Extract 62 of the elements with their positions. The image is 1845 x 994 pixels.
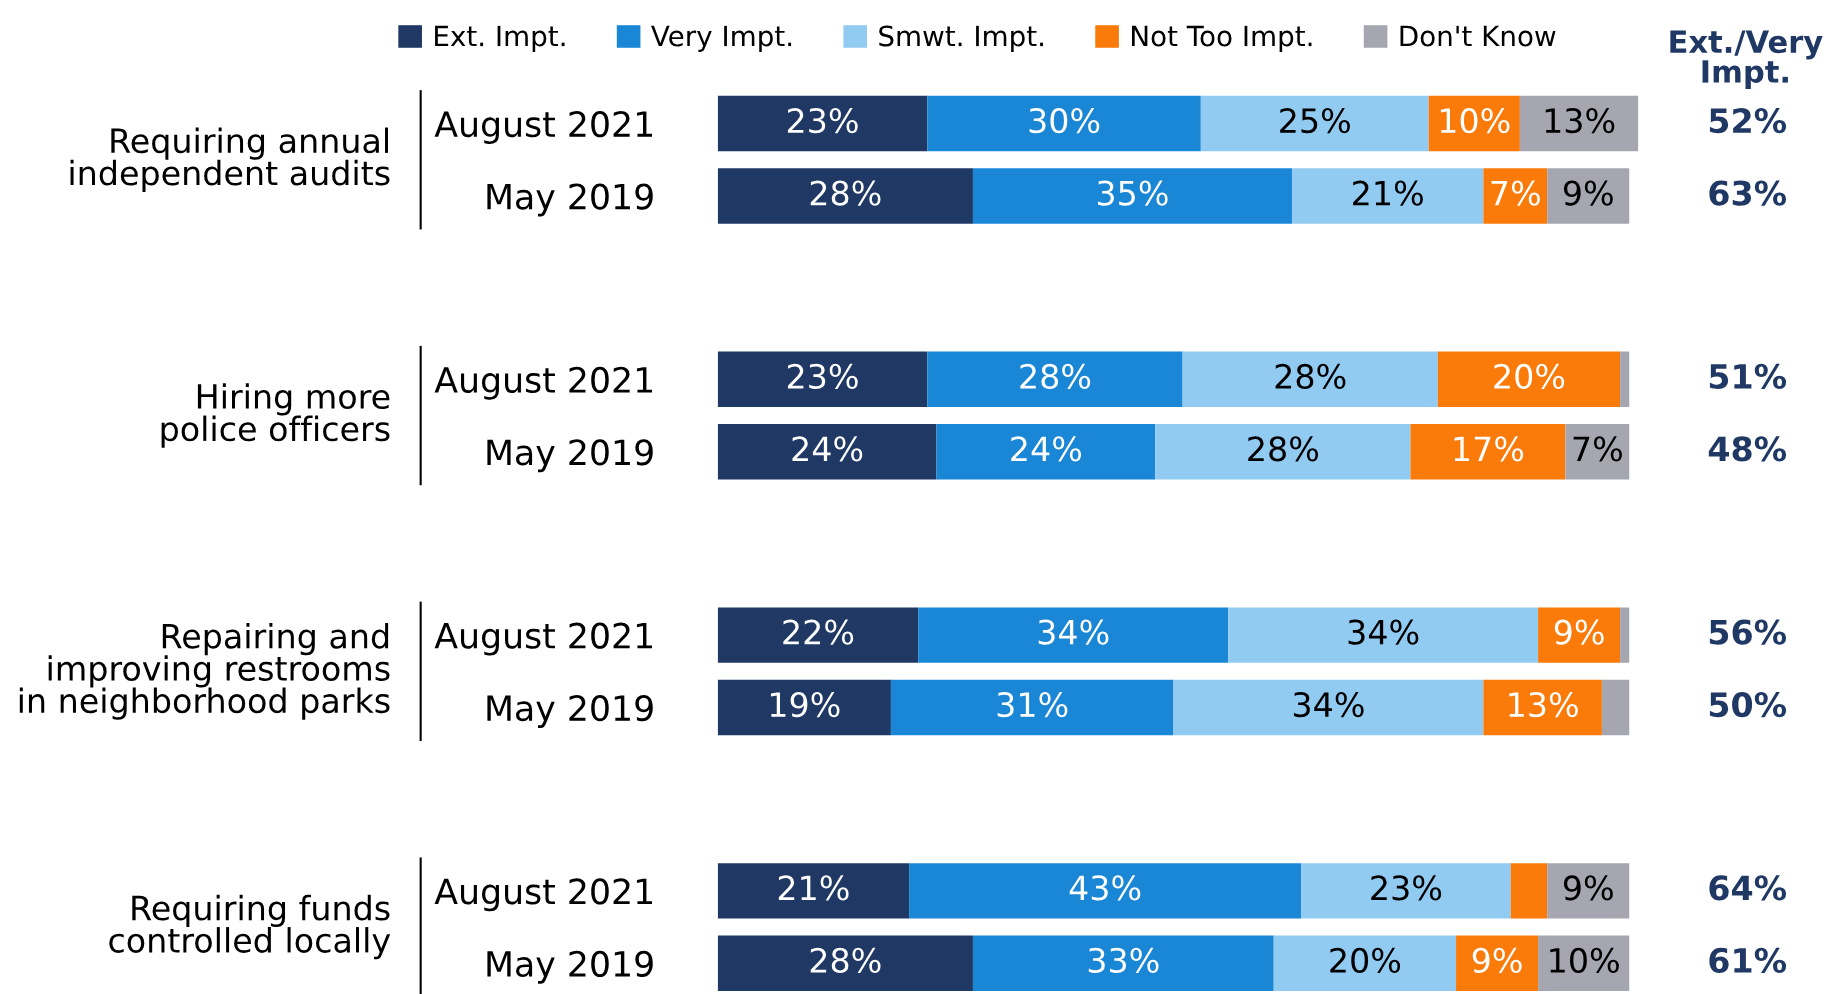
y-tick-label: August 2021	[434, 878, 652, 912]
data-label: 9%	[1563, 875, 1613, 901]
data-label: 13%	[1545, 108, 1615, 134]
text: Requiring annual independent audits	[70, 127, 390, 193]
data-label: 19%	[770, 692, 840, 718]
data-label: 35%	[1097, 180, 1168, 206]
legend-label: Not Too Impt.	[1132, 25, 1312, 52]
data-label: 21%	[1353, 180, 1423, 206]
data-label: 30%	[1029, 108, 1100, 134]
text: 51%	[1709, 363, 1787, 389]
text: 50%	[1709, 692, 1787, 718]
data-label: 17%	[1454, 436, 1524, 462]
text: 56%	[1709, 619, 1787, 645]
data-label: 28%	[810, 180, 881, 206]
text: Hiring more police officers	[161, 383, 390, 448]
data-label: 23%	[787, 108, 858, 134]
data-label: 33%	[1088, 947, 1159, 973]
text: 64%	[1709, 875, 1787, 901]
y-tick-label: August 2021	[434, 366, 652, 400]
data-label: 13%	[1509, 692, 1578, 718]
y-tick-label: May 2019	[487, 439, 653, 473]
data-label: 24%	[792, 436, 863, 462]
data-label: 28%	[1020, 363, 1091, 389]
y-tick-label: May 2019	[487, 694, 653, 728]
text: 48%	[1708, 436, 1787, 462]
legend-label: Very Impt.	[651, 25, 792, 52]
data-label: 9%	[1472, 947, 1522, 973]
data-label: 9%	[1554, 619, 1604, 645]
data-label: 25%	[1280, 108, 1350, 134]
y-tick-label: May 2019	[487, 183, 653, 217]
y-tick-label: August 2021	[434, 622, 652, 656]
data-label: 20%	[1494, 363, 1565, 389]
text: Ext./Very Impt.	[1670, 30, 1823, 89]
data-label: 7%	[1573, 436, 1622, 462]
data-label: 7%	[1491, 180, 1540, 206]
text: 63%	[1709, 180, 1787, 206]
data-label: 21%	[778, 875, 849, 901]
data-label: 28%	[1275, 363, 1346, 389]
data-label: 31%	[997, 692, 1068, 718]
text: 61%	[1709, 947, 1787, 973]
data-label: 34%	[1038, 619, 1109, 645]
y-tick-label: May 2019	[487, 950, 653, 984]
y-tick-label: August 2021	[434, 110, 652, 144]
data-label: 10%	[1550, 947, 1619, 973]
text: Repairing and improving restrooms in neighborhood parks	[19, 622, 390, 720]
data-label: 28%	[810, 947, 881, 973]
text: Requiring funds controlled locally	[109, 894, 391, 960]
data-label: 34%	[1293, 692, 1364, 718]
data-label: 24%	[1011, 436, 1082, 462]
data-label: 34%	[1348, 619, 1419, 645]
data-label: 9%	[1563, 180, 1613, 206]
data-label: 10%	[1440, 108, 1510, 134]
data-label: 23%	[787, 363, 858, 389]
legend-label: Smwt. Impt.	[879, 25, 1043, 52]
legend-label: Don't Know	[1400, 25, 1556, 47]
data-label: 22%	[783, 619, 854, 645]
data-label: 43%	[1069, 875, 1141, 901]
data-label: 20%	[1330, 947, 1401, 973]
text: 52%	[1709, 108, 1787, 134]
data-label: 23%	[1371, 875, 1442, 901]
data-label: 28%	[1248, 436, 1319, 462]
legend-label: Ext. Impt.	[435, 25, 565, 52]
